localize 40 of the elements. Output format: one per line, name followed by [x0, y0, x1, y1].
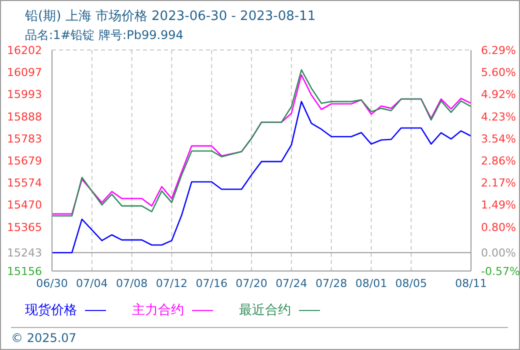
x-tick-label: 06/30 [36, 276, 68, 290]
y-tick-label: 15156 [7, 265, 42, 278]
y-tick-label: 15574 [7, 176, 42, 190]
x-tick-label: 07/24 [276, 276, 308, 290]
y2-tick-label: 4.23% [481, 110, 516, 124]
x-tick-label: 07/08 [116, 276, 148, 290]
y2-tick-label: -0.57% [481, 265, 520, 278]
y-tick-label: 15783 [7, 132, 42, 146]
y2-tick-label: 0.00% [481, 246, 516, 260]
y2-tick-label: 0.80% [481, 220, 516, 234]
legend-label: 现货价格 [25, 302, 77, 319]
y-tick-label: 15243 [7, 246, 42, 260]
y2-tick-label: 3.54% [481, 132, 516, 146]
y2-tick-label: 2.17% [481, 176, 516, 190]
x-tick-label: 07/04 [76, 276, 108, 290]
y2-tick-label: 2.86% [481, 154, 516, 168]
y2-tick-label: 6.29% [481, 44, 516, 57]
x-tick-label: 08/11 [455, 276, 487, 290]
x-tick-label: 08/05 [395, 276, 427, 290]
y-tick-label: 16202 [7, 44, 42, 57]
line-series [52, 100, 471, 254]
legend-label: 主力合约 [132, 302, 184, 319]
y2-tick-label: 5.60% [481, 66, 516, 80]
text: © 2025.07 [11, 331, 76, 345]
chart-title: 铅(期) 上海 市场价格 2023-06-30 - 2023-08-11 [25, 8, 316, 25]
x-tick-label: 07/12 [156, 276, 188, 290]
x-tick-label: 07/28 [315, 276, 348, 290]
x-tick-label: 08/01 [355, 276, 388, 290]
y-tick-label: 15993 [7, 88, 42, 102]
x-tick-label: 07/16 [196, 276, 228, 290]
y2-tick-label: 1.49% [481, 198, 516, 212]
x-tick-label: 07/20 [236, 276, 268, 290]
y-tick-label: 15679 [7, 154, 42, 168]
legend-label: 最近合约 [239, 302, 291, 319]
y-tick-label: 16097 [7, 66, 42, 80]
y-tick-label: 15365 [7, 220, 42, 234]
chart-subtitle: 品名:1#铅锭 牌号:Pb99.994 [25, 27, 184, 44]
y2-tick-label: 4.92% [481, 88, 516, 102]
y-tick-label: 15470 [7, 198, 42, 212]
y-tick-label: 15888 [7, 110, 42, 124]
